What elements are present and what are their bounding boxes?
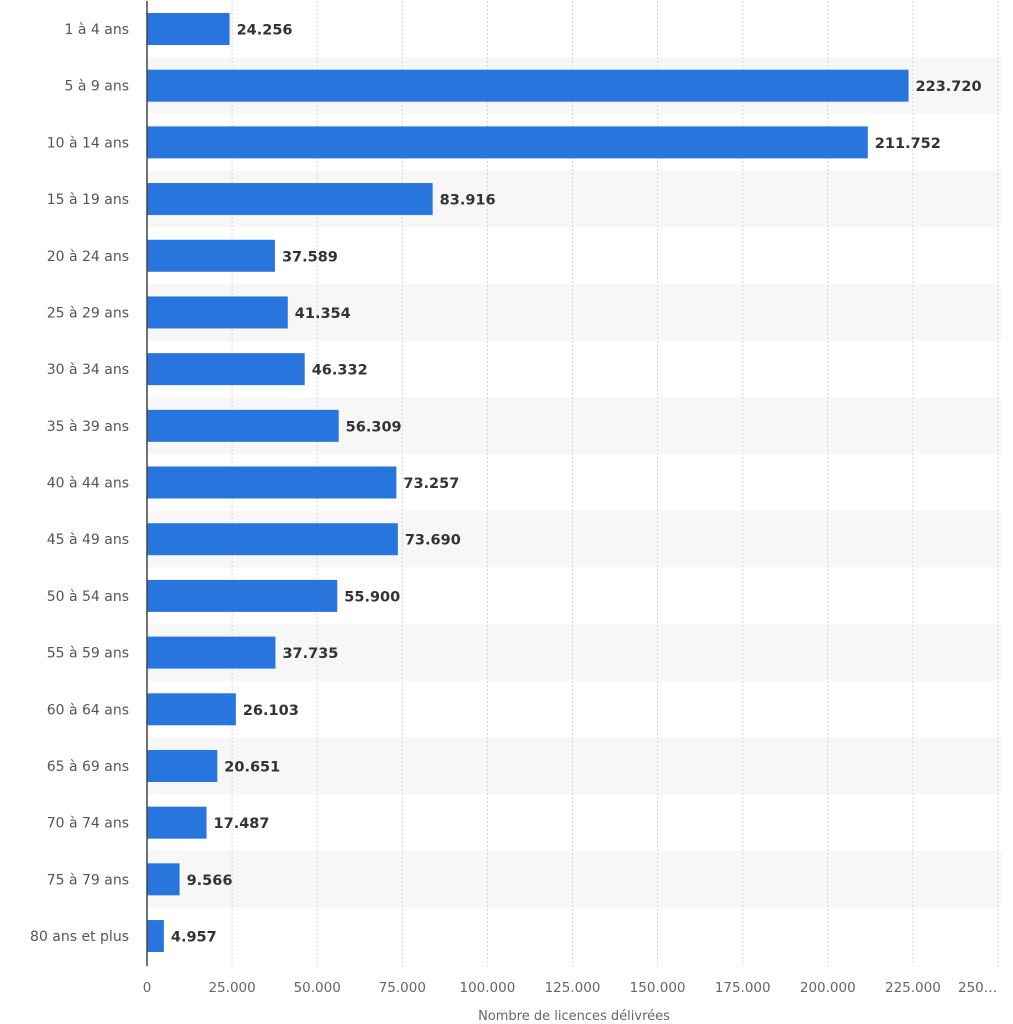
x-tick-label: 75.000 [379, 980, 426, 996]
value-label: 24.256 [237, 23, 293, 39]
bar-1 [147, 69, 909, 102]
bar-10 [147, 579, 338, 612]
value-label: 17.487 [214, 816, 270, 832]
value-label: 73.690 [405, 533, 461, 549]
value-label: 41.354 [295, 306, 351, 322]
value-label: 4.957 [171, 930, 217, 946]
value-label: 9.566 [187, 873, 233, 889]
value-label: 37.589 [282, 249, 338, 265]
bar-15 [147, 863, 180, 896]
row-band [147, 284, 1001, 341]
bar-12 [147, 693, 236, 726]
value-label: 211.752 [875, 136, 941, 152]
category-label: 25 à 29 ans [47, 305, 129, 321]
bar-0 [147, 13, 230, 45]
row-band [147, 851, 1001, 908]
x-tick-label: 100.000 [459, 980, 515, 996]
category-label: 15 à 19 ans [47, 192, 129, 208]
x-tick-label: 225.000 [885, 980, 941, 996]
value-label: 73.257 [403, 476, 459, 492]
category-label: 10 à 14 ans [47, 135, 129, 151]
x-tick-label: 250… [958, 980, 997, 996]
category-label: 70 à 74 ans [47, 816, 129, 832]
x-tick-label: 125.000 [545, 980, 601, 996]
category-label: 35 à 39 ans [47, 419, 129, 435]
value-label: 46.332 [312, 363, 368, 379]
category-label: 45 à 49 ans [47, 532, 129, 548]
value-label: 37.735 [282, 646, 338, 662]
bar-2 [147, 126, 868, 159]
category-label: 1 à 4 ans [65, 22, 130, 38]
x-tick-label: 175.000 [715, 980, 771, 996]
category-label: 55 à 59 ans [47, 646, 129, 662]
bar-7 [147, 409, 339, 442]
x-tick-label: 150.000 [630, 980, 686, 996]
category-label: 80 ans et plus [30, 929, 129, 945]
value-label: 20.651 [224, 759, 280, 775]
bar-16 [147, 920, 164, 953]
value-label: 55.900 [344, 589, 400, 605]
category-label: 60 à 64 ans [47, 702, 129, 718]
row-band [147, 624, 1001, 681]
category-label: 65 à 69 ans [47, 759, 129, 775]
bar-8 [147, 466, 397, 499]
category-label: 40 à 44 ans [47, 476, 129, 492]
bar-6 [147, 353, 305, 386]
category-label: 75 à 79 ans [47, 872, 129, 888]
category-label: 50 à 54 ans [47, 589, 129, 605]
x-tick-label: 0 [143, 980, 152, 996]
bar-4 [147, 239, 275, 272]
bar-11 [147, 636, 276, 669]
bar-3 [147, 183, 433, 216]
value-label: 56.309 [346, 419, 402, 435]
row-band [147, 737, 1001, 795]
value-label: 26.103 [243, 703, 299, 719]
x-axis-label: Nombre de licences délivrées [478, 1009, 670, 1024]
bar-13 [147, 749, 218, 782]
x-tick-label: 50.000 [294, 980, 341, 996]
value-label: 83.916 [440, 193, 496, 209]
bar-5 [147, 296, 288, 329]
bar-9 [147, 523, 398, 556]
category-label: 5 à 9 ans [65, 79, 130, 95]
category-label: 30 à 34 ans [47, 362, 129, 378]
category-label: 20 à 24 ans [47, 249, 129, 265]
bar-14 [147, 806, 207, 839]
x-tick-label: 25.000 [208, 980, 255, 996]
x-tick-label: 200.000 [800, 980, 856, 996]
value-label: 223.720 [916, 79, 982, 95]
